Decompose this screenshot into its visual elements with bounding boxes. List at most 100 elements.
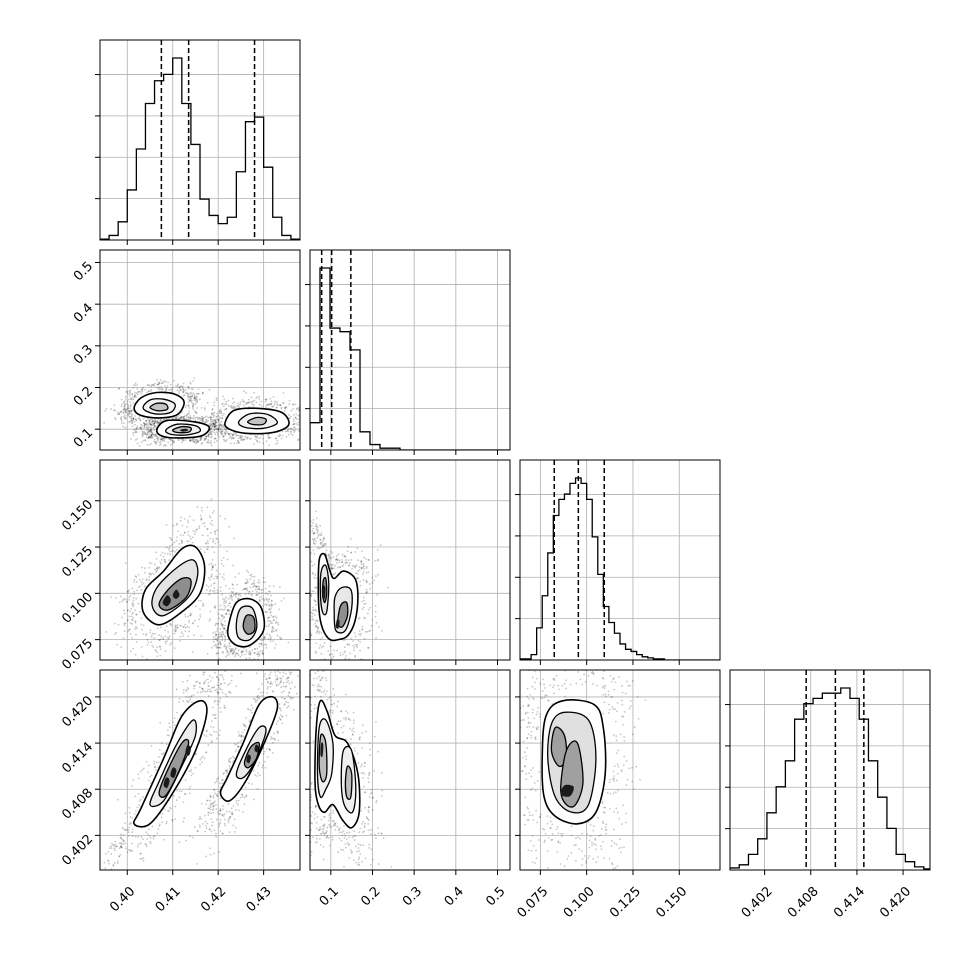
scatter-point: [190, 397, 193, 400]
scatter-point: [320, 690, 323, 693]
scatter-point: [263, 598, 265, 601]
scatter-point: [162, 752, 165, 754]
scatter-point: [261, 683, 263, 685]
scatter-point: [329, 709, 332, 712]
scatter-point: [215, 397, 218, 400]
scatter-point: [216, 577, 218, 580]
scatter-point: [361, 625, 364, 628]
scatter-point: [631, 766, 633, 769]
scatter-point: [216, 700, 219, 703]
pair-frame-1-0: [99, 249, 301, 451]
scatter-point: [371, 581, 374, 584]
scatter-point: [209, 610, 212, 613]
scatter-point: [217, 434, 219, 436]
scatter-point: [551, 833, 554, 835]
scatter-point: [235, 685, 238, 688]
scatter-point: [199, 686, 201, 688]
scatter-point: [180, 516, 182, 519]
scatter-point: [623, 739, 626, 742]
scatter-point: [149, 629, 152, 632]
scatter-point: [174, 625, 177, 628]
scatter-point: [274, 443, 277, 445]
scatter-point: [133, 581, 135, 583]
scatter-point: [374, 604, 377, 607]
scatter-point: [127, 408, 130, 410]
scatter-point: [209, 516, 212, 519]
scatter-point: [222, 650, 225, 653]
scatter-point: [269, 635, 272, 638]
scatter-point: [370, 791, 373, 794]
scatter-point: [295, 413, 298, 415]
scatter-point: [196, 399, 199, 401]
scatter-point: [127, 831, 130, 834]
scatter-point: [222, 565, 225, 567]
scatter-point: [209, 532, 212, 534]
scatter-point: [219, 687, 221, 690]
scatter-point: [281, 430, 284, 433]
scatter-point: [153, 429, 155, 432]
scatter-point: [348, 836, 351, 839]
scatter-point: [208, 690, 211, 693]
scatter-point: [128, 848, 130, 851]
scatter-point: [137, 602, 140, 605]
scatter-point: [212, 706, 214, 709]
scatter-point: [133, 428, 135, 431]
scatter-point: [318, 690, 321, 692]
scatter-point: [210, 584, 212, 587]
scatter-point: [233, 651, 236, 654]
scatter-point: [215, 630, 218, 632]
scatter-point: [224, 598, 226, 600]
scatter-point: [353, 646, 356, 649]
scatter-point: [124, 398, 127, 400]
scatter-point: [330, 557, 333, 560]
scatter-point: [254, 588, 257, 591]
scatter-point: [251, 402, 254, 405]
scatter-point: [192, 634, 195, 637]
scatter-point: [314, 622, 317, 625]
scatter-point: [187, 530, 190, 533]
scatter-point: [264, 398, 267, 400]
scatter-point: [602, 712, 605, 715]
scatter-point: [366, 612, 369, 615]
scatter-point: [237, 404, 240, 407]
scatter-point: [151, 644, 154, 647]
scatter-point: [275, 629, 278, 631]
scatter-point: [347, 559, 350, 562]
scatter-point: [364, 791, 367, 794]
scatter-point: [203, 690, 205, 692]
scatter-point: [178, 790, 181, 793]
scatter-point: [193, 687, 195, 690]
scatter-cloud-1: [100, 498, 290, 660]
scatter-point: [344, 835, 347, 837]
scatter-point: [211, 686, 214, 689]
scatter-point: [219, 432, 222, 435]
scatter-point: [223, 578, 225, 581]
scatter-point: [315, 805, 317, 808]
scatter-point: [221, 691, 224, 694]
scatter-point: [286, 681, 288, 684]
scatter-point: [644, 699, 647, 702]
scatter-point: [197, 388, 200, 391]
scatter-point: [142, 838, 144, 841]
scatter-point: [150, 562, 153, 565]
scatter-point: [190, 401, 193, 404]
scatter-point: [604, 684, 607, 687]
scatter-point: [623, 755, 626, 758]
scatter-point: [172, 524, 175, 527]
scatter-point: [528, 725, 531, 728]
scatter-point: [252, 586, 254, 588]
scatter-point: [164, 642, 167, 645]
scatter-point: [245, 716, 248, 719]
scatter-point: [265, 404, 268, 407]
scatter-point: [209, 592, 212, 595]
scatter-point: [200, 802, 203, 805]
scatter-point: [262, 576, 265, 579]
scatter-point: [273, 738, 276, 740]
scatter-point: [156, 437, 159, 440]
scatter-point: [141, 566, 144, 569]
scatter-point: [211, 519, 213, 522]
scatter-point: [195, 681, 197, 684]
scatter-point: [142, 857, 145, 859]
scatter-point: [297, 424, 300, 426]
scatter-point: [232, 824, 235, 827]
